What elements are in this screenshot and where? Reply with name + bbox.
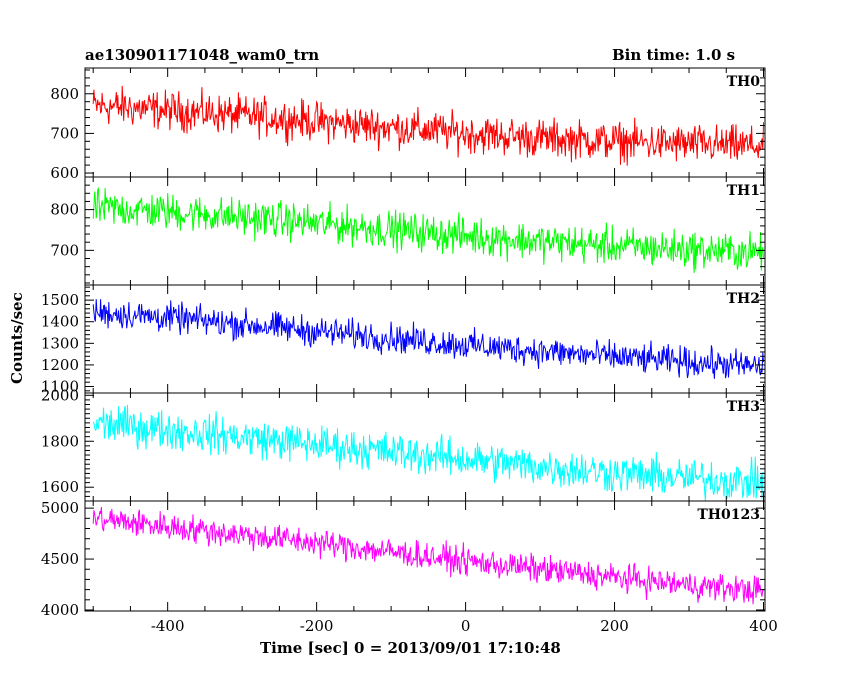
panel-frame-th0123 [84, 500, 766, 612]
y-axis-label: Counts/sec [8, 292, 26, 384]
x-tick-label: 400 [749, 617, 778, 635]
y-tick-label: 1800 [41, 432, 79, 450]
y-tick-label: 800 [50, 85, 79, 103]
y-tick-label: 700 [50, 241, 79, 259]
series-label-th1: TH1 [727, 183, 760, 199]
panel-frame-th1 [84, 176, 766, 286]
y-tick-label: 1200 [41, 356, 79, 374]
series-line-th3 [92, 404, 764, 501]
y-tick-label: 1500 [41, 291, 79, 309]
y-tick-label: 700 [50, 124, 79, 142]
x-tick-label: 0 [461, 617, 471, 635]
y-tick-label: 2000 [41, 386, 79, 404]
y-tick-label: 800 [50, 201, 79, 219]
series-label-th2: TH2 [727, 291, 760, 307]
series-label-th0123: TH0123 [697, 507, 760, 523]
chart-title: ae130901171048_wam0_trn [85, 46, 320, 64]
y-tick-label: 5000 [41, 499, 79, 517]
x-tick-label: -400 [151, 617, 185, 635]
y-tick-label: 1400 [41, 313, 79, 331]
series-line-th2 [92, 299, 764, 379]
series-line-th0 [92, 85, 764, 166]
series-label-th0: TH0 [727, 74, 761, 90]
x-tick-label: 200 [600, 617, 629, 635]
bin-time-label: Bin time: 1.0 s [612, 46, 736, 64]
y-tick-label: 1600 [41, 478, 79, 496]
y-tick-label: 4000 [41, 601, 79, 619]
y-tick-label: 1300 [41, 334, 79, 352]
series-line-th0123 [92, 506, 764, 605]
x-tick-label: -200 [300, 617, 334, 635]
y-tick-label: 4500 [41, 550, 79, 568]
x-axis-label: Time [sec] 0 = 2013/09/01 17:10:48 [260, 639, 561, 657]
y-tick-label: 600 [50, 164, 79, 182]
series-line-th1 [92, 186, 764, 273]
y-tick-label: 1100 [41, 378, 79, 396]
series-label-th3: TH3 [727, 399, 760, 415]
